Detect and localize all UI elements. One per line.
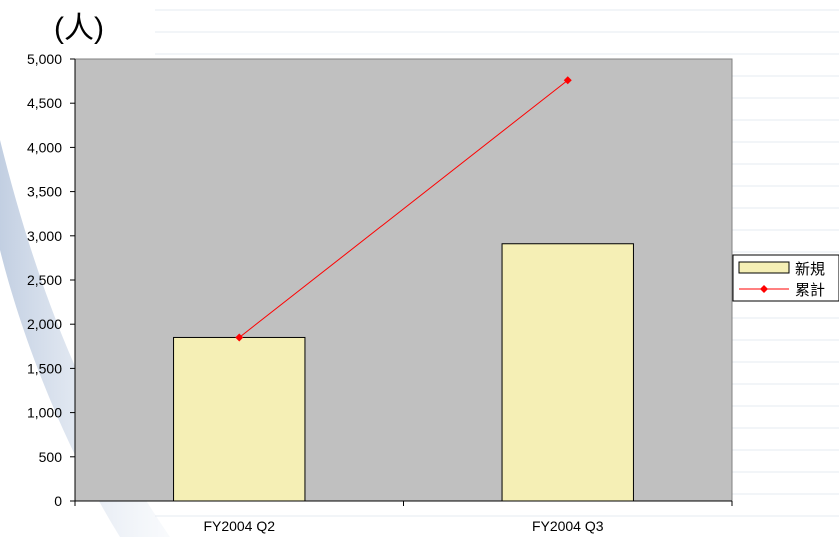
y-tick-label: 5,000	[27, 51, 62, 67]
legend-label-total: 累計	[795, 281, 825, 299]
y-tick-label: 500	[39, 449, 63, 465]
y-tick-label: 2,500	[27, 272, 62, 288]
y-tick-label: 3,000	[27, 228, 62, 244]
y-tick-label: 1,500	[27, 360, 62, 376]
line-total-marker	[563, 76, 572, 85]
x-tick-label: FY2004 Q2	[203, 518, 275, 534]
y-tick-label: 4,500	[27, 95, 62, 111]
legend-label-new: 新規	[795, 260, 825, 278]
y-tick-label: 1,000	[27, 405, 62, 421]
line-total	[238, 79, 569, 338]
y-tick-label: 0	[54, 493, 62, 509]
legend-swatch-new	[738, 261, 790, 274]
y-tick-label: 4,000	[27, 139, 62, 155]
bars	[173, 243, 634, 502]
y-axis-ticks: 0 500 1,000 1,500 2,000 2,500 3,000 3,500 4,000 4…	[27, 51, 75, 509]
unit-label: (人)	[54, 12, 104, 45]
x-tick-label: FY2004 Q3	[532, 518, 604, 534]
line-total-marker	[235, 333, 244, 342]
bar-new	[173, 336, 306, 502]
legend: 新規 累計	[732, 254, 839, 302]
x-axis-ticks: FY2004 Q2 FY2004 Q3	[74, 501, 733, 534]
y-tick-label: 3,500	[27, 184, 62, 200]
bar-new	[501, 243, 634, 502]
cumulative-line	[235, 76, 572, 342]
y-tick-label: 2,000	[27, 316, 62, 332]
legend-swatch-marker	[760, 285, 768, 293]
